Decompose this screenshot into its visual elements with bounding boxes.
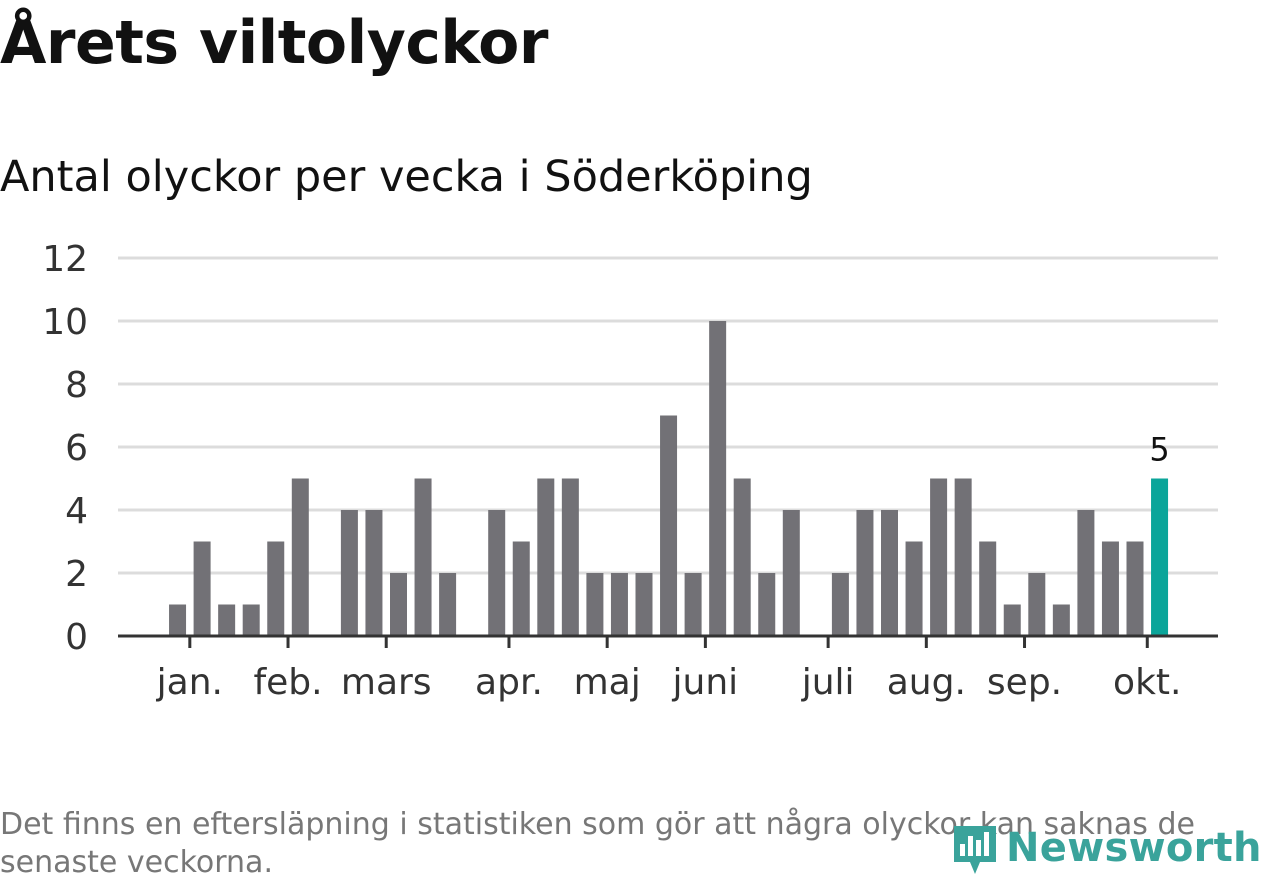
bars bbox=[169, 321, 1169, 636]
bar bbox=[1126, 541, 1144, 636]
y-tick-label: 12 bbox=[42, 239, 88, 280]
bar bbox=[758, 573, 776, 636]
bar bbox=[218, 604, 236, 636]
bar bbox=[954, 478, 972, 636]
y-tick-label: 4 bbox=[65, 491, 88, 532]
x-tick-label: juni bbox=[672, 662, 739, 703]
bar bbox=[561, 478, 579, 636]
brand-name: Newsworthy bbox=[1006, 825, 1262, 871]
bar bbox=[193, 541, 211, 636]
bar bbox=[512, 541, 530, 636]
bar bbox=[365, 510, 383, 636]
y-tick-label: 8 bbox=[65, 365, 88, 406]
bar bbox=[169, 604, 187, 636]
x-tick-label: apr. bbox=[475, 662, 543, 703]
bar bbox=[1077, 510, 1095, 636]
bar bbox=[390, 573, 407, 636]
bar bbox=[439, 573, 457, 636]
bar bbox=[610, 573, 628, 636]
bar bbox=[856, 510, 874, 636]
y-tick-label: 2 bbox=[65, 554, 88, 595]
x-tick-label: mars bbox=[341, 662, 432, 703]
newsworthy-logo: Newsworthy bbox=[950, 818, 1262, 878]
y-tick-label: 0 bbox=[65, 617, 88, 658]
bar bbox=[1028, 573, 1046, 636]
bar bbox=[1003, 604, 1021, 636]
bar bbox=[537, 478, 555, 636]
bar bbox=[684, 573, 702, 636]
bar bbox=[660, 415, 678, 636]
x-tick-label: maj bbox=[574, 662, 641, 703]
footnote: Det finns en eftersläpning i statistiken… bbox=[0, 807, 1195, 880]
x-tick-label: jan. bbox=[156, 662, 223, 703]
y-tick-label: 10 bbox=[42, 302, 88, 343]
bar bbox=[1101, 541, 1119, 636]
x-tick-label: juli bbox=[801, 662, 855, 703]
bar bbox=[733, 478, 751, 636]
bar bbox=[979, 541, 997, 636]
bar bbox=[930, 478, 948, 636]
x-axis-labels: jan. feb. mars apr. maj juni juli aug. sep. okt. bbox=[156, 662, 1182, 703]
bar bbox=[242, 604, 260, 636]
y-tick-label: 6 bbox=[65, 428, 88, 469]
newsworthy-logo-icon bbox=[954, 826, 996, 874]
bar bbox=[709, 321, 727, 636]
x-tick-label: feb. bbox=[253, 662, 322, 703]
bar bbox=[488, 510, 506, 636]
bar bbox=[267, 541, 285, 636]
bar bbox=[586, 573, 604, 636]
bar bbox=[1052, 604, 1070, 636]
bar bbox=[881, 510, 898, 636]
x-tick-label: okt. bbox=[1113, 662, 1181, 703]
bar-highlight bbox=[1151, 478, 1169, 636]
bar bbox=[340, 510, 358, 636]
bar bbox=[291, 478, 309, 636]
chart-subtitle: Antal olyckor per vecka i Söderköping bbox=[0, 152, 813, 202]
x-tick-label: aug. bbox=[887, 662, 966, 703]
y-axis-labels: 0 2 4 6 8 10 12 bbox=[42, 239, 88, 658]
highlight-value-label: 5 bbox=[1149, 431, 1169, 469]
bar bbox=[635, 573, 653, 636]
bar bbox=[414, 478, 432, 636]
x-tick-label: sep. bbox=[987, 662, 1062, 703]
x-axis-ticks bbox=[188, 636, 1149, 648]
bar bbox=[831, 573, 849, 636]
bar bbox=[782, 510, 800, 636]
bar bbox=[905, 541, 923, 636]
chart-title: Årets viltolyckor bbox=[0, 8, 549, 78]
